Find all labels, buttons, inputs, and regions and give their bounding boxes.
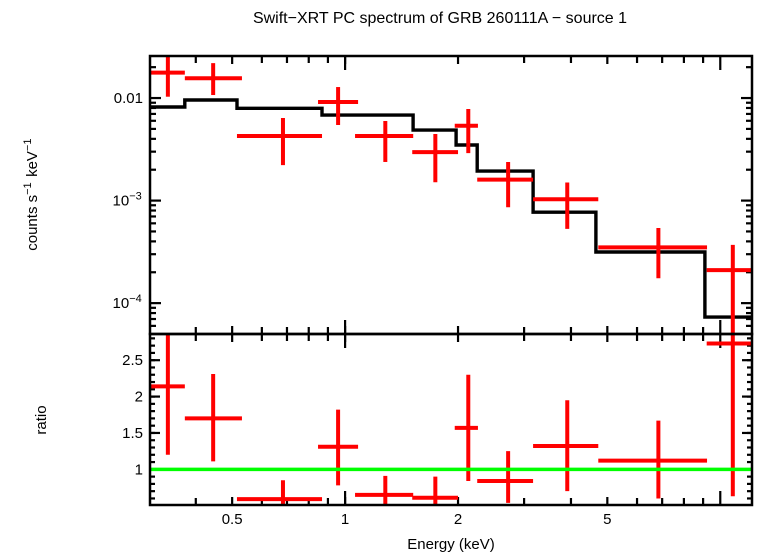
axis-tick-labels: 0.5 1 2 5 0.01 10−3 10−4 1 1.5 2 2.5 (113, 90, 612, 528)
model-line-path (150, 98, 752, 319)
ratio-tick-label: 2 (135, 389, 143, 406)
x-tick-label: 1 (341, 511, 349, 528)
model-step-line (150, 98, 752, 319)
counts-axis-label: counts s−1 keV−1 (22, 137, 41, 251)
ratio-data-points (150, 334, 752, 505)
spectrum-data-points (150, 56, 752, 334)
y-tick-label: 0.01 (114, 90, 143, 107)
ratio-tick-label: 2.5 (122, 352, 143, 369)
ratio-axis-label: ratio (33, 405, 50, 434)
ratio-tick-label: 1 (135, 461, 143, 478)
x-tick-label: 2 (454, 511, 462, 528)
axis-ticks (150, 56, 752, 505)
spectrum-panel-frame (148, 54, 754, 336)
chart-title: Swift−XRT PC spectrum of GRB 260111A − s… (253, 10, 627, 27)
x-tick-label: 0.5 (222, 511, 243, 528)
ratio-tick-label: 1.5 (122, 425, 143, 442)
ratio-panel-frame (148, 332, 754, 507)
x-axis-label: Energy (keV) (407, 536, 495, 553)
y-tick-label: 10−3 (113, 191, 144, 210)
x-tick-label: 5 (603, 511, 611, 528)
y-tick-label: 10−4 (113, 293, 144, 312)
panel-frames (148, 54, 754, 507)
